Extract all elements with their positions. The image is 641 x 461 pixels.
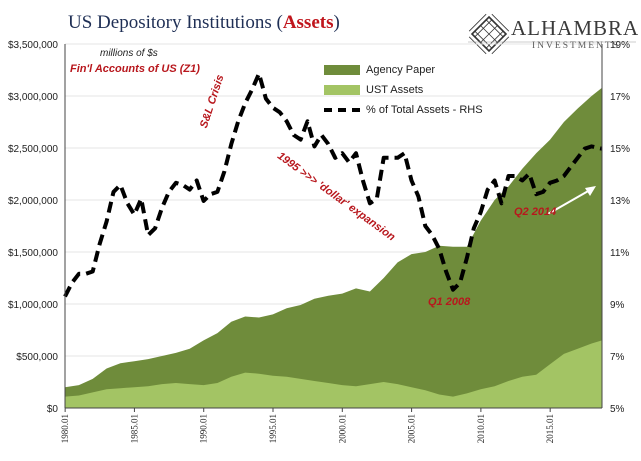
y-left-tick-label: $1,500,000 xyxy=(8,248,58,259)
logo-lattice-line xyxy=(468,13,487,32)
title-suffix: ) xyxy=(333,12,340,33)
chart-title: US Depository Institutions (Assets) xyxy=(68,12,340,34)
y-left-tick-label: $3,000,000 xyxy=(8,92,58,103)
annotation-q1-2008: Q1 2008 xyxy=(428,296,471,308)
area-agency-paper xyxy=(65,87,602,408)
logo-lattice-line xyxy=(468,36,487,55)
logo-name: ALHAMBRA xyxy=(511,16,640,40)
x-tick-label: 1990.01 xyxy=(199,414,209,443)
line-pct-total-assets xyxy=(63,71,603,298)
x-tick-label: 2005.01 xyxy=(407,414,417,443)
area-ust-assets xyxy=(65,340,602,408)
arrow-q2-2014-shaft xyxy=(547,189,591,215)
axes xyxy=(64,44,603,409)
arrow-q2-2014-head xyxy=(585,186,596,196)
pct-line-series xyxy=(63,71,603,298)
annotation-shapes xyxy=(547,186,596,215)
legend-item-ust: UST Assets xyxy=(324,80,483,100)
y-left-tick-label: $2,500,000 xyxy=(8,144,58,155)
x-tick-label: 1995.01 xyxy=(268,414,278,443)
y-right-tick-label: 15% xyxy=(610,144,630,155)
y-right-tick-label: 5% xyxy=(610,404,625,415)
x-tick-label: 2015.01 xyxy=(545,414,555,443)
legend-swatch-agency xyxy=(324,65,360,75)
source-note: Fin'l Accounts of US (Z1) xyxy=(70,63,200,75)
legend-label-agency: Agency Paper xyxy=(366,64,436,76)
logo-subtitle: INVESTMENTS xyxy=(532,41,620,51)
legend-item-agency: Agency Paper xyxy=(324,60,483,80)
y-right-tick-label: 11% xyxy=(610,248,629,259)
x-tick-label: 2000.01 xyxy=(337,414,347,443)
title-prefix: US Depository Institutions ( xyxy=(68,12,283,33)
area-series xyxy=(65,87,602,408)
logo-diamond-outline xyxy=(470,15,508,53)
legend-label-pct: % of Total Assets - RHS xyxy=(366,104,483,116)
x-tick-label: 1980.01 xyxy=(60,414,70,443)
y-right-tick-label: 7% xyxy=(610,352,625,363)
logo-lattice-line xyxy=(491,36,510,55)
x-tick-label: 2010.01 xyxy=(476,414,486,443)
legend: Agency Paper UST Assets % of Total Asset… xyxy=(324,60,483,120)
legend-swatch-ust xyxy=(324,85,360,95)
y-left-tick-label: $3,500,000 xyxy=(8,40,58,51)
annotation-q2-2014: Q2 2014 xyxy=(514,206,557,218)
title-highlight: Assets xyxy=(282,12,334,33)
y-left-tick-label: $2,000,000 xyxy=(8,196,58,207)
legend-swatch-pct xyxy=(324,108,360,112)
tick-labels: $0 $500,000 $1,000,000 $1,500,000 $2,000,000… xyxy=(8,40,630,443)
legend-item-pct: % of Total Assets - RHS xyxy=(324,100,483,120)
y-right-tick-label: 17% xyxy=(610,92,630,103)
y-left-tick-label: $0 xyxy=(47,404,59,415)
y-right-tick-label: 13% xyxy=(610,196,630,207)
y-left-tick-label: $1,000,000 xyxy=(8,300,58,311)
logo-lattice-line xyxy=(485,30,504,49)
legend-label-ust: UST Assets xyxy=(366,84,424,96)
y-right-tick-label: 19% xyxy=(610,40,630,51)
units-note: millions of $s xyxy=(100,48,158,59)
logo-lattice-line xyxy=(491,13,510,32)
y-right-tick-label: 9% xyxy=(610,300,625,311)
y-left-tick-label: $500,000 xyxy=(16,352,58,363)
diamond-lattice-icon xyxy=(468,13,636,55)
x-tick-label: 1985.01 xyxy=(129,414,139,443)
